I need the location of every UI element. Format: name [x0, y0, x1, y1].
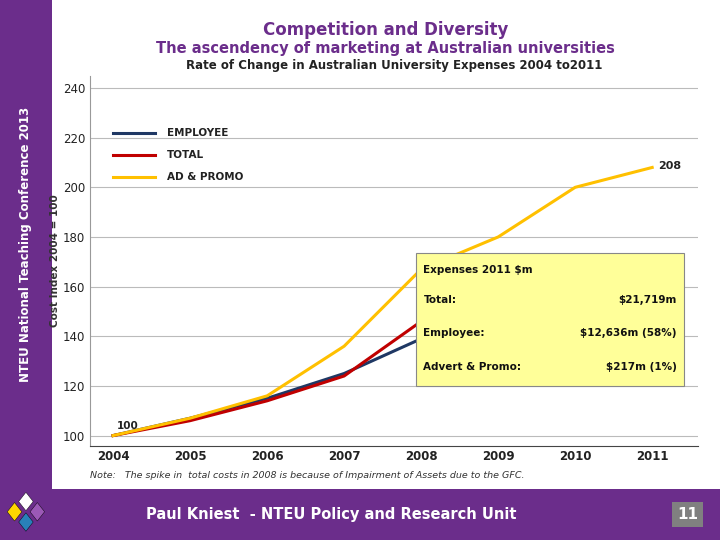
- Text: EMPLOYEE: EMPLOYEE: [167, 127, 228, 138]
- Text: The ascendency of marketing at Australian universities: The ascendency of marketing at Australia…: [156, 41, 616, 56]
- Text: $217m (1%): $217m (1%): [606, 362, 677, 372]
- Text: Employee:: Employee:: [423, 328, 485, 339]
- Y-axis label: Cost Index 2004 = 100: Cost Index 2004 = 100: [50, 194, 60, 327]
- Text: $12,636m (58%): $12,636m (58%): [580, 328, 677, 339]
- Polygon shape: [7, 503, 22, 521]
- Title: Rate of Change in Australian University Expenses 2004 to2011: Rate of Change in Australian University …: [186, 59, 603, 72]
- Text: AD & PROMO: AD & PROMO: [167, 172, 243, 183]
- Text: Expenses 2011 $m: Expenses 2011 $m: [423, 266, 533, 275]
- Text: 100: 100: [117, 421, 139, 430]
- Text: 208: 208: [658, 161, 681, 171]
- Text: Total:: Total:: [423, 295, 456, 305]
- Text: NTEU National Teaching Conference 2013: NTEU National Teaching Conference 2013: [19, 107, 32, 382]
- Text: Advert & Promo:: Advert & Promo:: [423, 362, 521, 372]
- Text: Note:   The spike in  total costs in 2008 is because of Impairment of Assets due: Note: The spike in total costs in 2008 i…: [90, 471, 524, 480]
- Polygon shape: [30, 503, 45, 521]
- Text: TOTAL: TOTAL: [167, 150, 204, 160]
- Text: Paul Kniest  - NTEU Policy and Research Unit: Paul Kniest - NTEU Policy and Research U…: [146, 507, 516, 522]
- Polygon shape: [19, 492, 33, 511]
- Text: Competition and Diversity: Competition and Diversity: [264, 21, 508, 39]
- Polygon shape: [19, 513, 33, 531]
- FancyBboxPatch shape: [416, 253, 684, 386]
- Text: 11: 11: [677, 507, 698, 522]
- Text: 170: 170: [658, 257, 681, 267]
- Text: $21,719m: $21,719m: [618, 295, 677, 305]
